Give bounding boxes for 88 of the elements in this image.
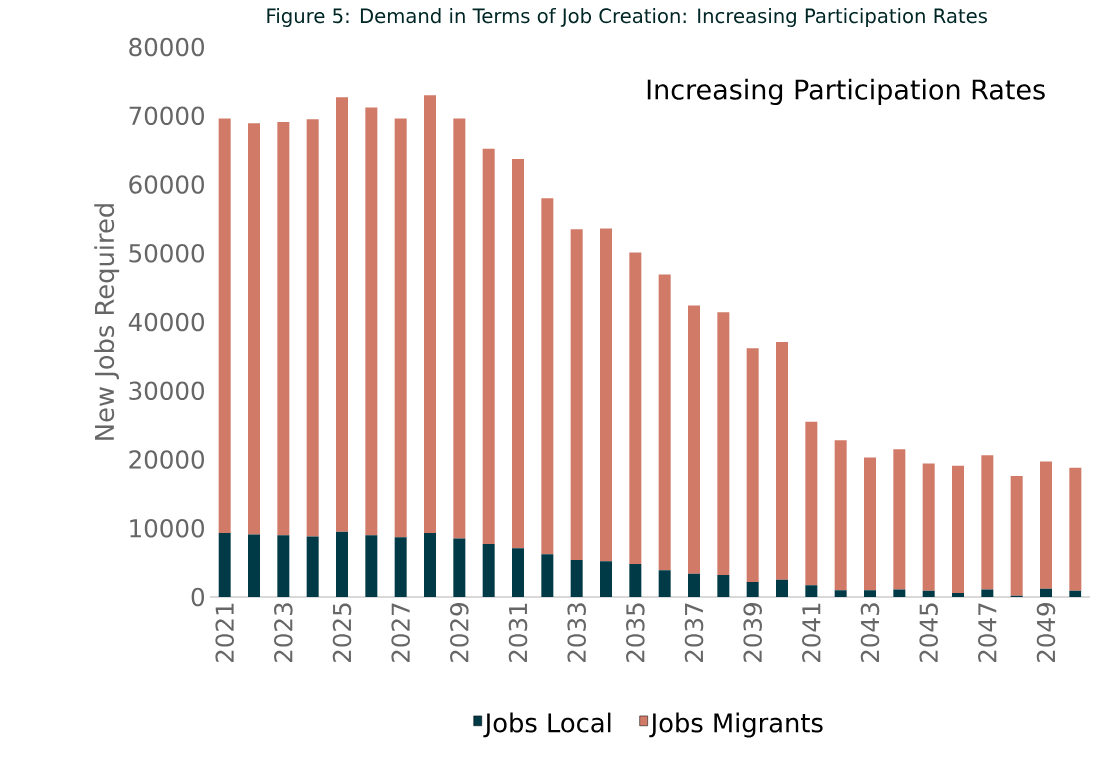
bar <box>805 585 818 597</box>
x-tick-label: 2039 <box>743 603 762 662</box>
bar <box>541 198 554 555</box>
bar <box>365 107 378 536</box>
x-tick-label: 2043 <box>860 603 880 662</box>
bar <box>570 229 583 560</box>
x-tick-label: 2049 <box>1036 603 1056 662</box>
bar <box>424 533 436 597</box>
bar <box>218 118 231 534</box>
bar <box>952 465 965 593</box>
bar <box>1069 467 1082 591</box>
bar <box>218 533 231 597</box>
bar <box>277 121 290 536</box>
bar <box>600 228 612 562</box>
bar <box>424 95 436 534</box>
x-tick-label: 2021 <box>215 603 234 662</box>
bar <box>717 312 730 575</box>
bar <box>394 118 407 538</box>
chart-title: Figure 5: Demand in Terms of Job Creation: Increasing Participation Rates <box>267 8 987 28</box>
y-tick-label: 10000 <box>130 518 204 538</box>
bar <box>629 252 642 564</box>
bar <box>746 581 759 597</box>
bar <box>834 440 847 591</box>
bar <box>717 575 730 597</box>
bar <box>746 348 759 582</box>
bar <box>453 538 466 597</box>
bar <box>600 561 612 597</box>
bar <box>1069 590 1082 597</box>
legend-label: Jobs Local <box>483 712 611 738</box>
bar <box>1040 588 1053 597</box>
x-tick-label: 2047 <box>978 603 997 662</box>
bar <box>306 536 319 597</box>
x-tick-label: 2041 <box>802 603 821 662</box>
y-tick-label: 80000 <box>129 37 204 57</box>
bar <box>922 463 935 591</box>
y-tick-label: 0 <box>191 587 205 607</box>
bar <box>776 341 788 580</box>
x-tick-label: 2029 <box>450 603 469 662</box>
bar <box>688 305 700 574</box>
bar <box>248 123 260 535</box>
bar <box>512 159 524 549</box>
y-tick-label: 40000 <box>128 312 204 332</box>
bar <box>512 548 524 597</box>
y-tick-label: 20000 <box>129 450 204 469</box>
bar <box>776 579 788 597</box>
y-tick-label: 30000 <box>129 381 204 401</box>
bar <box>1040 461 1053 589</box>
x-tick-label: 2045 <box>919 603 938 662</box>
x-tick-label: 2037 <box>684 603 704 662</box>
x-tick-label: 2033 <box>567 603 586 662</box>
y-tick-label: 50000 <box>129 243 204 263</box>
x-tick-label: 2031 <box>508 603 528 662</box>
bar <box>688 573 700 597</box>
bar <box>336 97 348 532</box>
bar <box>658 274 671 571</box>
bar <box>1010 476 1023 596</box>
bar <box>981 589 994 597</box>
y-tick-label: 60000 <box>129 175 204 194</box>
bar <box>394 537 407 597</box>
bar <box>453 118 466 539</box>
bar <box>365 535 378 597</box>
bar <box>541 554 554 597</box>
x-tick-label: 2035 <box>626 603 645 662</box>
bar <box>805 421 818 586</box>
text: Increasing Participation Rates <box>647 78 1045 105</box>
bar <box>658 570 671 597</box>
bar <box>570 559 583 597</box>
x-tick-label: 2025 <box>332 603 352 662</box>
bar <box>336 531 348 597</box>
bar <box>482 544 495 597</box>
bar <box>952 592 965 597</box>
bar <box>893 589 906 597</box>
y-tick-label: 70000 <box>129 106 204 126</box>
x-tick-label: 2027 <box>391 603 410 662</box>
x-tick-label: 2023 <box>274 603 293 662</box>
bar <box>922 590 935 597</box>
bar <box>864 590 876 597</box>
bar <box>277 535 290 597</box>
bar <box>248 534 260 597</box>
y-axis-title: New Jobs Required <box>94 204 120 440</box>
bar <box>864 457 876 591</box>
bar <box>893 449 906 590</box>
bar <box>306 119 319 537</box>
bar <box>834 590 847 597</box>
bar <box>629 564 642 597</box>
bar <box>981 455 994 590</box>
bar <box>482 148 495 545</box>
legend-label: Jobs Migrants <box>649 712 823 738</box>
